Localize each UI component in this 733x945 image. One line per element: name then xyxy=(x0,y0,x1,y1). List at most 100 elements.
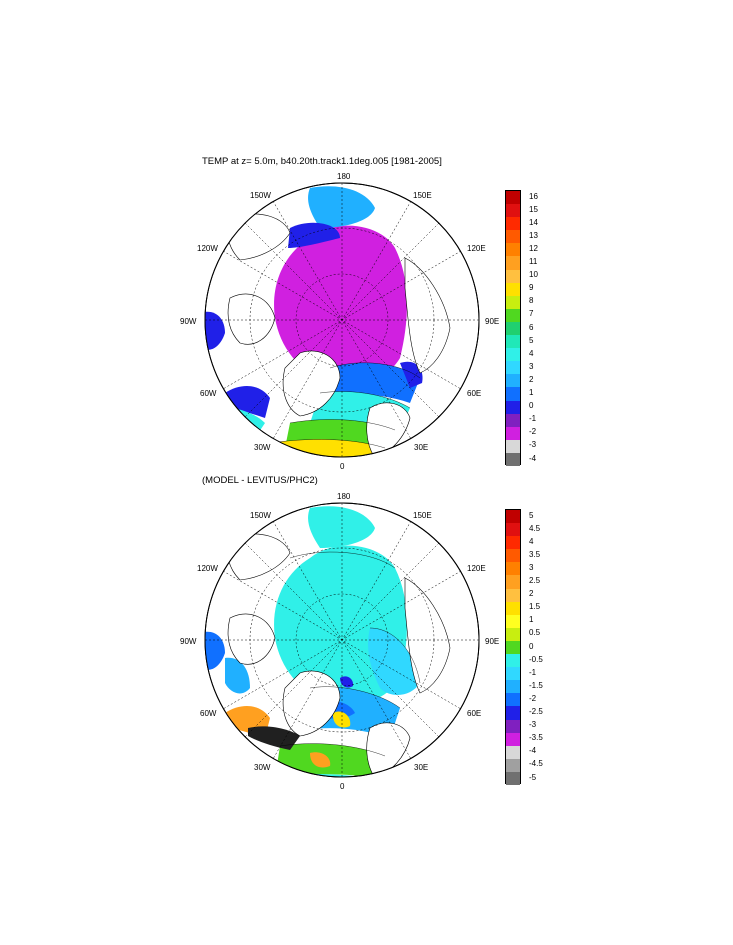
label-0: 0 xyxy=(340,782,345,791)
top-colorbar-swatch xyxy=(506,426,520,440)
top-colorbar-label: 5 xyxy=(529,335,534,345)
bottom-colorbar-swatch xyxy=(506,627,520,641)
label-90E: 90E xyxy=(485,317,499,326)
bottom-colorbar-swatch xyxy=(506,693,520,707)
bottom-colorbar-label: -5 xyxy=(529,772,537,782)
bottom-colorbar-label: -1.5 xyxy=(529,680,543,690)
top-colorbar-label: 15 xyxy=(529,204,538,214)
top-colorbar-swatch xyxy=(506,335,520,349)
labrador-anomaly-dark xyxy=(248,726,300,750)
bottom-colorbar-label: -2.5 xyxy=(529,707,543,717)
top-colorbar-label: 8 xyxy=(529,296,534,306)
bottom-colorbar-label: -3 xyxy=(529,720,537,730)
top-colorbar-swatch xyxy=(506,269,520,283)
label-60W: 60W xyxy=(200,709,217,718)
top-colorbar-label: 2 xyxy=(529,374,534,384)
label-30E: 30E xyxy=(414,763,428,772)
top-colorbar-label: 6 xyxy=(529,322,534,332)
top-colorbar-swatch xyxy=(506,191,520,205)
bottom-colorbar-swatch xyxy=(506,706,520,720)
atlantic-anomaly-cyan xyxy=(255,773,380,777)
label-120E: 120E xyxy=(467,564,486,573)
bottom-colorbar-label: 4.5 xyxy=(529,523,541,533)
greenland xyxy=(282,350,341,417)
top-colorbar-label: -4 xyxy=(529,453,537,463)
top-colorbar-label: 1 xyxy=(529,388,534,398)
arctic-ocean-region xyxy=(274,225,407,385)
bottom-colorbar-label: 4 xyxy=(529,536,534,546)
top-colorbar-swatch xyxy=(506,439,520,453)
label-0: 0 xyxy=(340,462,345,471)
top-colorbar-label: 10 xyxy=(529,270,538,280)
scandinavia xyxy=(366,722,411,777)
bottom-colorbar-label: -1 xyxy=(529,667,537,677)
top-colorbar-label: -3 xyxy=(529,440,537,450)
top-colorbar-swatch xyxy=(506,400,520,414)
bottom-panel-title: (MODEL - LEVITUS/PHC2) xyxy=(202,475,318,486)
scandinavia xyxy=(366,402,411,457)
bottom-colorbar-swatches xyxy=(505,509,521,785)
label-180: 180 xyxy=(337,172,351,181)
top-panel-title: TEMP at z= 5.0m, b40.20th.track1.1deg.00… xyxy=(202,156,442,167)
bottom-colorbar-swatch xyxy=(506,523,520,537)
cold-spot xyxy=(340,676,354,688)
label-150W: 150W xyxy=(250,511,271,520)
bottom-colorbar-label: -2 xyxy=(529,693,537,703)
bottom-colorbar-label: 3 xyxy=(529,562,534,572)
baffin-anomaly xyxy=(225,657,250,694)
bottom-colorbar-label: 1 xyxy=(529,615,534,625)
top-colorbar-swatch xyxy=(506,295,520,309)
bottom-colorbar-swatch xyxy=(506,719,520,733)
bottom-colorbar-label: 0.5 xyxy=(529,628,541,638)
bottom-colorbar-swatch xyxy=(506,640,520,655)
top-colorbar-swatch xyxy=(506,204,520,218)
siberia xyxy=(404,577,451,694)
label-150E: 150E xyxy=(413,511,432,520)
top-colorbar-swatch xyxy=(506,308,520,322)
label-120W: 120W xyxy=(197,564,218,573)
label-120E: 120E xyxy=(467,244,486,253)
bottom-colorbar-label: -3.5 xyxy=(529,733,543,743)
label-150W: 150W xyxy=(250,191,271,200)
top-colorbar-label: 4 xyxy=(529,348,534,358)
label-90W: 90W xyxy=(180,317,197,326)
top-colorbar-swatch xyxy=(506,413,520,427)
barents-anomaly xyxy=(368,628,420,695)
bottom-colorbar-swatch xyxy=(506,588,520,602)
warm-anomaly-yellow xyxy=(332,711,351,728)
label-180: 180 xyxy=(337,492,351,501)
label-60E: 60E xyxy=(467,709,481,718)
label-90W: 90W xyxy=(180,637,197,646)
kara-sea-blue xyxy=(400,361,423,388)
label-150E: 150E xyxy=(413,191,432,200)
top-colorbar-label: 14 xyxy=(529,217,538,227)
canadian-archipelago xyxy=(227,293,276,345)
top-colorbar-swatch xyxy=(506,361,520,375)
bottom-colorbar-swatch xyxy=(506,536,520,550)
bottom-colorbar-swatch xyxy=(506,510,520,524)
top-polar-map: 180 150W 150E 120W 120E 90W 90E 60W 60E … xyxy=(180,172,499,471)
top-colorbar-swatch xyxy=(506,256,520,270)
greenland xyxy=(282,670,341,737)
label-60E: 60E xyxy=(467,389,481,398)
north-atlantic-yellow xyxy=(265,439,385,457)
bottom-colorbar-swatch xyxy=(506,680,520,694)
top-colorbar-label: 7 xyxy=(529,309,534,319)
bottom-colorbar-label: 3.5 xyxy=(529,549,541,559)
label-120W: 120W xyxy=(197,244,218,253)
bottom-colorbar-swatch xyxy=(506,771,520,785)
top-colorbar-swatch xyxy=(506,374,520,388)
bottom-colorbar-label: 1.5 xyxy=(529,602,541,612)
bottom-colorbar-swatch xyxy=(506,745,520,759)
label-90E: 90E xyxy=(485,637,499,646)
label-30E: 30E xyxy=(414,443,428,452)
top-colorbar-swatch xyxy=(506,387,520,401)
bottom-colorbar-label: 2 xyxy=(529,589,534,599)
bering-anomaly xyxy=(308,506,375,548)
top-colorbar-swatch xyxy=(506,243,520,257)
siberia xyxy=(404,257,451,374)
top-colorbar-label: 16 xyxy=(529,191,538,201)
bottom-colorbar-label: -0.5 xyxy=(529,654,543,664)
top-colorbar-label: 3 xyxy=(529,361,534,371)
bottom-colorbar-label: -4 xyxy=(529,746,537,756)
